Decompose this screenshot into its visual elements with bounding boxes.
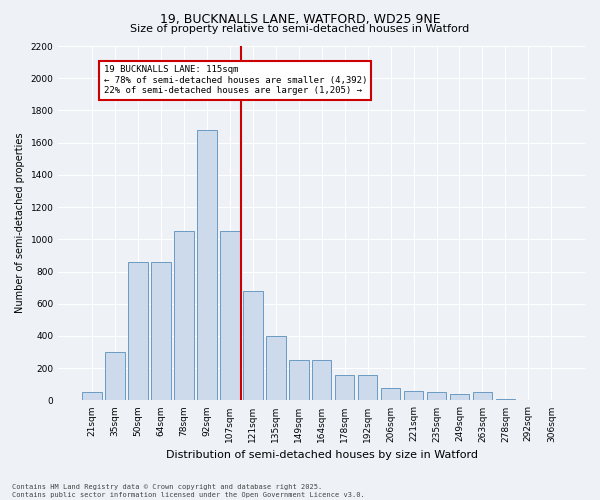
Bar	[220, 232, 239, 400]
Bar	[335, 374, 355, 400]
Bar	[404, 391, 424, 400]
Bar	[381, 388, 400, 400]
Bar	[82, 392, 102, 400]
Bar	[174, 232, 194, 400]
Bar	[473, 392, 492, 400]
Text: 19 BUCKNALLS LANE: 115sqm
← 78% of semi-detached houses are smaller (4,392)
22% : 19 BUCKNALLS LANE: 115sqm ← 78% of semi-…	[104, 66, 367, 95]
X-axis label: Distribution of semi-detached houses by size in Watford: Distribution of semi-detached houses by …	[166, 450, 478, 460]
Text: Contains HM Land Registry data © Crown copyright and database right 2025.
Contai: Contains HM Land Registry data © Crown c…	[12, 484, 365, 498]
Text: 19, BUCKNALLS LANE, WATFORD, WD25 9NE: 19, BUCKNALLS LANE, WATFORD, WD25 9NE	[160, 12, 440, 26]
Bar	[312, 360, 331, 401]
Bar	[289, 360, 308, 401]
Bar	[243, 291, 263, 401]
Bar	[358, 374, 377, 400]
Y-axis label: Number of semi-detached properties: Number of semi-detached properties	[15, 133, 25, 314]
Bar	[427, 392, 446, 400]
Bar	[151, 262, 171, 400]
Bar	[106, 352, 125, 401]
Bar	[496, 399, 515, 400]
Bar	[266, 336, 286, 400]
Text: Size of property relative to semi-detached houses in Watford: Size of property relative to semi-detach…	[130, 24, 470, 34]
Bar	[128, 262, 148, 400]
Bar	[197, 130, 217, 400]
Bar	[450, 394, 469, 400]
